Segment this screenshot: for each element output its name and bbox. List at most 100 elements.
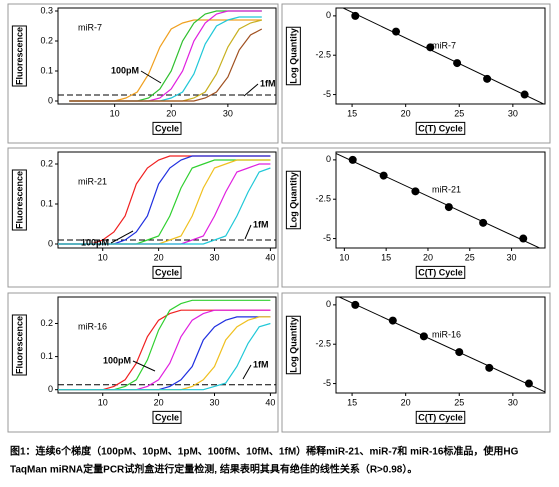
data-point [426,43,435,52]
x-tick-label: 10 [98,252,108,262]
data-point [351,300,360,309]
x-tick-label: 20 [154,252,164,262]
y-label-box [285,26,301,86]
amplification-curve [58,159,271,245]
panel-frame [7,292,279,433]
y-tick-label: 0.2 [40,318,53,328]
y-axis-label: Log Quantity [288,28,298,84]
data-point [388,316,397,325]
y-label-box [285,315,301,375]
data-point [351,11,360,20]
x-tick-label: 20 [154,397,164,407]
y-tick-label: 0.1 [40,65,53,75]
x-axis-label: C(T) Cycle [418,123,463,133]
x-axis-label: C(T) Cycle [418,412,463,422]
annotation: 1fM [253,359,269,369]
y-tick-label: -2.5 [315,50,331,60]
x-tick-label: 10 [110,108,120,118]
amplification-curve [69,28,263,102]
amplification-curve [58,299,271,391]
data-point [519,234,528,243]
panel-frame [281,3,551,144]
x-axis-label: Cycle [155,123,179,133]
annotation-arrow [244,224,252,240]
plot-area [335,296,546,394]
x-tick-label: 30 [508,108,518,118]
x-tick-label: 40 [265,397,275,407]
annotation-arrow [242,364,252,380]
x-tick-label: 30 [210,252,220,262]
panel-frame [7,3,279,144]
y-tick-label: 0.2 [40,158,53,168]
annotation-arrow [110,230,134,244]
caption-line: 图1：连续6个梯度（100pM、10pM、1pM、100fM、10fM、1fM）… [10,445,519,458]
y-tick-label: 0 [48,238,53,248]
x-tick-label: 15 [347,108,357,118]
y-tick-label: -5 [323,89,331,99]
x-axis-label: Cycle [155,267,179,277]
x-tick-label: 20 [423,252,433,262]
y-tick-label: 0 [48,384,53,394]
y-tick-label: 0 [326,10,331,20]
x-tick-label: 40 [265,252,275,262]
x-label-box [415,121,466,135]
plot-area [57,296,277,394]
x-label-box [152,265,182,279]
y-label-box [11,25,27,87]
data-point [379,171,388,180]
x-tick-label: 30 [508,397,518,407]
annotation: miR-16 [432,329,461,339]
y-label-box [11,169,27,231]
annotation-arrow [243,83,259,97]
x-tick-label: 15 [381,252,391,262]
panel-frame [7,147,279,288]
data-point [444,203,453,212]
x-tick-label: 25 [465,252,475,262]
x-tick-label: 30 [507,252,517,262]
annotation-arrow [132,360,156,372]
panel-frame [281,147,551,288]
caption-line: TaqMan miRNA定量PCR试剂盒进行定量检测, 结果表明其具有绝佳的线性… [10,463,417,476]
x-tick-label: 20 [401,397,411,407]
data-point [392,27,401,36]
x-axis-label: C(T) Cycle [418,267,463,277]
x-tick-label: 10 [339,252,349,262]
annotation-arrow [140,70,162,84]
trendline [336,153,541,248]
y-tick-label: 0 [326,299,331,309]
plot-area [335,7,546,105]
trendline [338,297,545,393]
y-tick-label: 0 [48,95,53,105]
annotation: 100pM [111,65,139,75]
amplification-curve [58,159,271,245]
x-axis-label: Cycle [155,412,179,422]
trendline [341,8,545,104]
data-point [419,332,428,341]
amplification-curve [58,322,271,391]
annotation: 100pM [103,355,131,365]
data-point [411,187,420,196]
y-label-box [285,170,301,230]
annotation: miR-7 [432,40,456,50]
data-point [485,363,494,372]
annotation: miR-21 [432,184,461,194]
x-tick-label: 20 [401,108,411,118]
annotation: miR-16 [78,321,107,331]
annotation: miR-21 [78,176,107,186]
y-tick-label: -2.5 [315,339,331,349]
data-point [520,90,529,99]
data-point [455,348,464,357]
plot-area [335,151,546,249]
y-tick-label: 0.1 [40,351,53,361]
annotation: 100pM [81,237,109,247]
y-tick-label: 0.1 [40,198,53,208]
x-label-box [415,410,466,424]
x-tick-label: 20 [166,108,176,118]
data-point [479,218,488,227]
data-point [348,155,357,164]
annotation: 1fM [260,78,276,88]
x-label-box [152,410,182,424]
y-tick-label: -5 [323,233,331,243]
x-tick-label: 15 [347,397,357,407]
